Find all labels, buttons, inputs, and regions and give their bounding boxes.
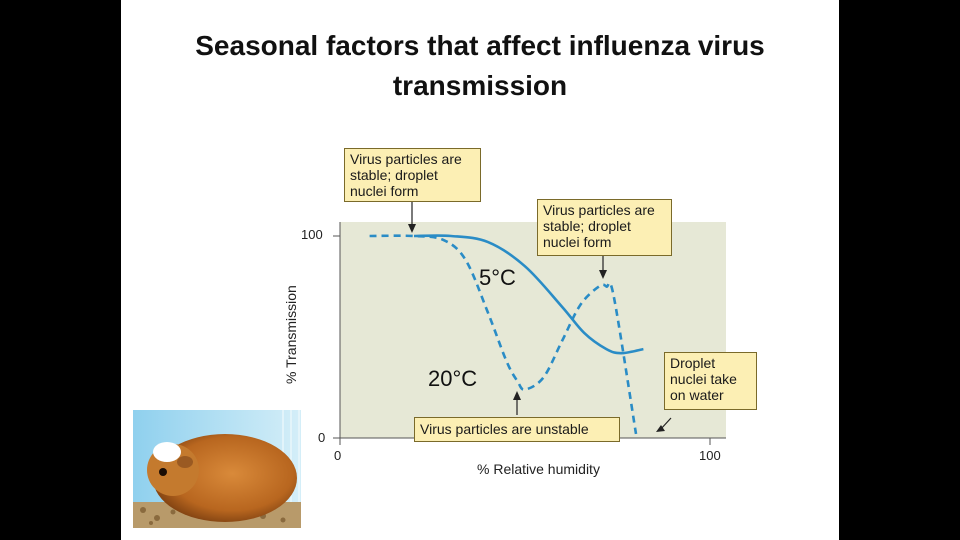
y-axis-label: % Transmission bbox=[283, 285, 299, 384]
y-tick-label-100: 100 bbox=[301, 227, 323, 242]
series-line-20c bbox=[369, 234, 638, 435]
slide: Seasonal factors that affect influenza v… bbox=[121, 0, 839, 540]
slide-title-line1: Seasonal factors that affect influenza v… bbox=[195, 30, 765, 61]
x-tick-label-0: 0 bbox=[334, 448, 342, 463]
callout-droplet-water: Droplet nuclei take on water bbox=[664, 352, 757, 410]
guinea-pig-image bbox=[133, 410, 301, 528]
callout-stable-low-humidity: Virus particles are stable; droplet nucl… bbox=[344, 148, 481, 202]
series-label-5c: 5°C bbox=[479, 265, 516, 290]
callout-arrows bbox=[408, 202, 672, 432]
x-axis-label: % Relative humidity bbox=[477, 461, 600, 477]
arrow-head-4 bbox=[656, 425, 665, 432]
callout-stable-high-humidity: Virus particles are stable; droplet nucl… bbox=[537, 199, 672, 256]
callout-unstable: Virus particles are unstable bbox=[414, 417, 620, 442]
slide-title: Seasonal factors that affect influenza v… bbox=[121, 26, 839, 106]
guinea-pig-photo bbox=[133, 410, 301, 528]
plot-background bbox=[340, 222, 726, 438]
arrow-head-3 bbox=[513, 391, 521, 400]
arrow-head-1 bbox=[408, 224, 416, 233]
series-line-5c bbox=[413, 234, 644, 355]
chart bbox=[333, 202, 726, 445]
series-layer bbox=[369, 234, 644, 435]
series-label-20c: 20°C bbox=[428, 366, 478, 391]
x-tick-label-100: 100 bbox=[699, 448, 721, 463]
slide-title-line2: transmission bbox=[392, 70, 568, 101]
arrow-head-2 bbox=[599, 270, 607, 279]
y-tick-label-0: 0 bbox=[318, 430, 326, 445]
